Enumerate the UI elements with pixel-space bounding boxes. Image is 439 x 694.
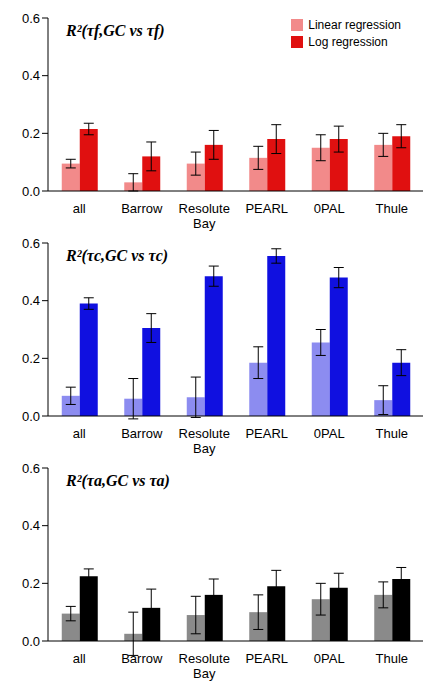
svg-text:ResoluteBay: ResoluteBay (179, 651, 230, 681)
svg-text:PEARL: PEARL (245, 201, 288, 216)
svg-text:0.6: 0.6 (22, 461, 40, 476)
html-text:Linear regression: Linear regression (308, 18, 401, 32)
svg-text:all: all (73, 651, 86, 666)
svg-text:Barrow: Barrow (121, 651, 163, 666)
svg-text:0.2: 0.2 (22, 351, 40, 366)
svg-text:0.6: 0.6 (22, 11, 40, 26)
html-text:R²(τc,GC vs τc): R²(τc,GC vs τc) (66, 247, 169, 264)
svg-text:0.0: 0.0 (22, 634, 40, 649)
svg-text:PEARL: PEARL (245, 426, 288, 441)
svg-text:Barrow: Barrow (121, 201, 163, 216)
svg-text:0.2: 0.2 (22, 126, 40, 141)
html-text:R²(τa,GC vs τa): R²(τa,GC vs τa) (66, 472, 170, 489)
svg-text:ResoluteBay: ResoluteBay (179, 201, 230, 231)
svg-text:0.4: 0.4 (22, 518, 40, 533)
svg-text:0.4: 0.4 (22, 293, 40, 308)
svg-text:0PAL: 0PAL (314, 651, 345, 666)
html-text:R²(τf,GC vs τf): R²(τf,GC vs τf) (66, 22, 165, 39)
svg-text:ResoluteBay: ResoluteBay (179, 426, 230, 456)
svg-text:0.6: 0.6 (22, 236, 40, 251)
svg-text:0.0: 0.0 (22, 409, 40, 424)
svg-text:PEARL: PEARL (245, 651, 288, 666)
svg-text:Barrow: Barrow (121, 426, 163, 441)
svg-text:0.4: 0.4 (22, 68, 40, 83)
html-text:Log regression: Log regression (308, 35, 388, 49)
svg-text:all: all (73, 201, 86, 216)
svg-text:Thule: Thule (375, 651, 408, 666)
svg-text:all: all (73, 426, 86, 441)
svg-text:0.2: 0.2 (22, 576, 40, 591)
svg-text:0PAL: 0PAL (314, 201, 345, 216)
svg-text:0PAL: 0PAL (314, 426, 345, 441)
svg-text:Thule: Thule (375, 201, 408, 216)
svg-text:0.0: 0.0 (22, 184, 40, 199)
svg-text:Thule: Thule (375, 426, 408, 441)
